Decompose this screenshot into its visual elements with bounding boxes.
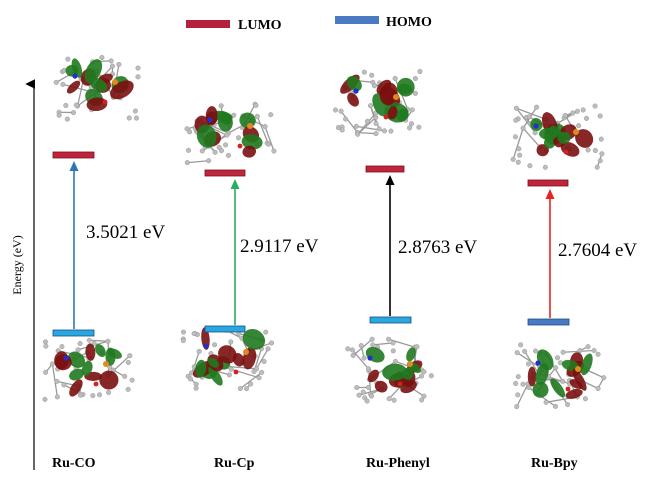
- homo-level-ru-cp: [204, 325, 246, 333]
- gap-label-ru-bpy: 2.7604 eV: [558, 240, 637, 261]
- homo-legend-label: HOMO: [386, 15, 432, 30]
- molecule-ru-co-homo: [42, 337, 135, 402]
- molecule-ru-bpy-lumo: [510, 103, 605, 170]
- homo-legend-swatch: [335, 16, 379, 24]
- lumo-level-ru-cp: [204, 169, 246, 177]
- molecule-ru-phenyl-lumo: [333, 68, 423, 137]
- compound-label-ru-co: Ru-CO: [52, 456, 96, 471]
- compound-labels: Ru-CO Ru-Cp Ru-Phenyl Ru-Bpy: [52, 456, 578, 471]
- homo-level-ru-bpy: [527, 318, 570, 326]
- transition-arrow-ru-cp: [230, 179, 240, 325]
- compound-label-ru-bpy: Ru-Bpy: [531, 456, 578, 471]
- molecule-ru-phenyl-homo: [345, 336, 434, 404]
- lumo-legend-swatch: [186, 20, 230, 28]
- compound-label-ru-phenyl: Ru-Phenyl: [366, 456, 430, 471]
- molecule-ru-cp-homo: [180, 327, 275, 392]
- lumo-legend-label: LUMO: [238, 18, 282, 33]
- homo-level-ru-co: [52, 329, 95, 337]
- energy-levels: [52, 151, 570, 337]
- compound-label-ru-cp: Ru-Cp: [214, 456, 255, 471]
- gap-label-ru-co: 3.5021 eV: [86, 222, 165, 243]
- gap-labels: 3.5021 eV 2.9117 eV 2.8763 eV 2.7604 eV: [86, 222, 637, 261]
- molecule-ru-bpy-homo: [513, 342, 607, 410]
- transition-arrow-ru-bpy: [545, 189, 555, 318]
- lumo-level-ru-bpy: [527, 179, 569, 187]
- gap-label-ru-cp: 2.9117 eV: [240, 236, 319, 257]
- molecule-orbital-images: [42, 55, 607, 410]
- lumo-level-ru-co: [52, 151, 95, 159]
- transition-arrow-ru-phenyl: [385, 175, 395, 316]
- homo-level-ru-phenyl: [369, 316, 412, 324]
- energy-axis: Energy (eV): [10, 79, 35, 470]
- energy-axis-label: Energy (eV): [10, 235, 24, 294]
- molecule-ru-cp-lumo: [184, 101, 277, 166]
- lumo-level-ru-phenyl: [365, 165, 405, 173]
- gap-label-ru-phenyl: 2.8763 eV: [398, 237, 477, 258]
- transition-arrow-ru-co: [69, 161, 79, 329]
- legend: LUMO HOMO: [186, 15, 432, 33]
- molecule-ru-co-lumo: [53, 55, 141, 122]
